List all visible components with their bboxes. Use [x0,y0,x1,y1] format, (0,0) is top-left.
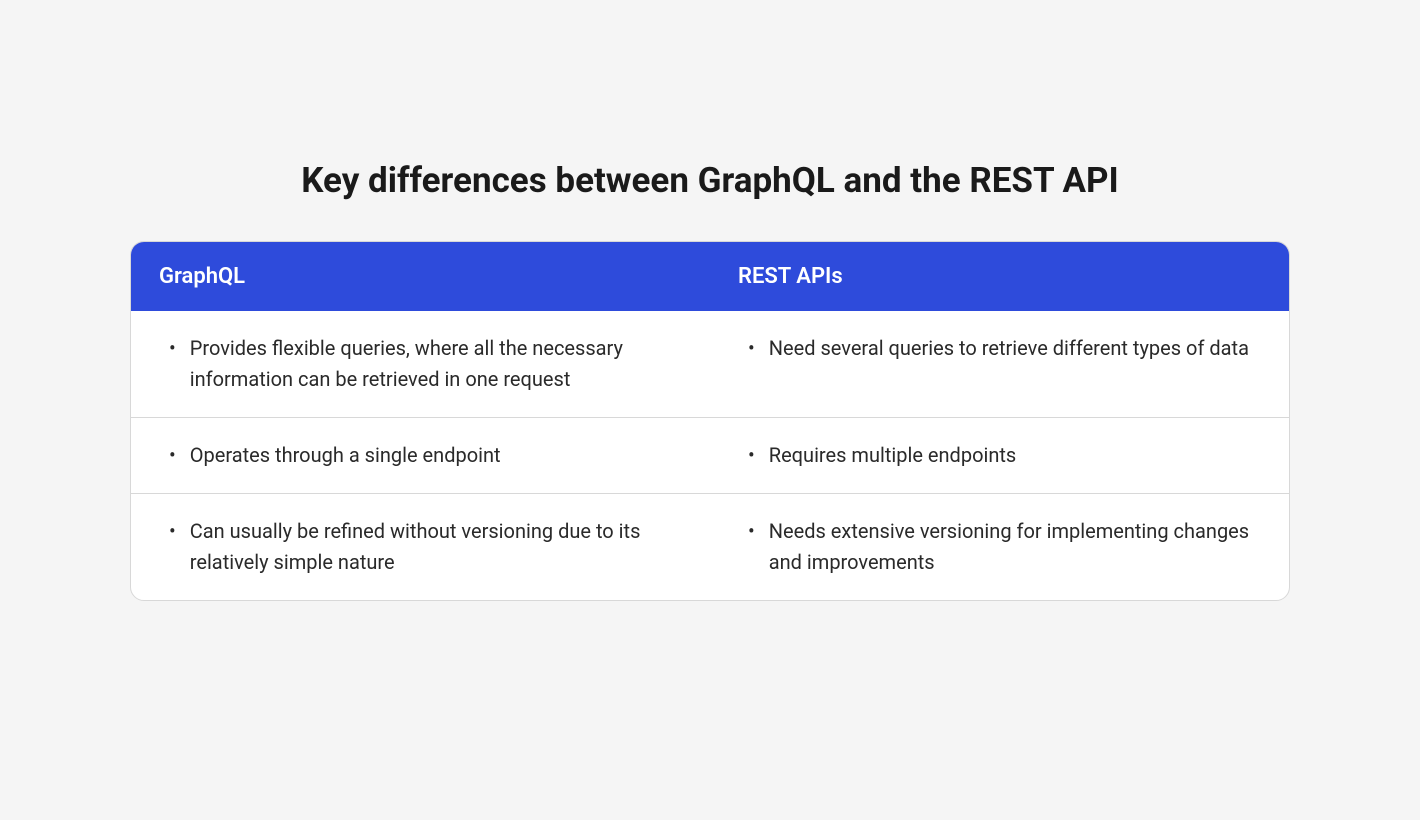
bullet-icon: • [748,516,755,547]
body-cell-right: • Needs extensive versioning for impleme… [710,494,1289,600]
list-item: • Operates through a single endpoint [159,440,682,471]
body-cell-right: • Need several queries to retrieve diffe… [710,311,1289,417]
header-cell-graphql: GraphQL [131,242,710,311]
table-row: • Provides flexible queries, where all t… [131,311,1289,417]
body-cell-left: • Operates through a single endpoint [131,418,710,493]
bullet-text: Requires multiple endpoints [769,440,1261,471]
header-cell-rest: REST APIs [710,242,1289,311]
list-item: • Need several queries to retrieve diffe… [738,333,1261,364]
table-body: • Provides flexible queries, where all t… [131,311,1289,600]
body-cell-left: • Provides flexible queries, where all t… [131,311,710,417]
bullet-text: Operates through a single endpoint [190,440,682,471]
bullet-icon: • [169,516,176,547]
bullet-text: Can usually be refined without versionin… [190,516,682,578]
bullet-icon: • [169,333,176,364]
bullet-icon: • [169,440,176,471]
bullet-text: Need several queries to retrieve differe… [769,333,1261,364]
bullet-text: Needs extensive versioning for implement… [769,516,1261,578]
body-cell-right: • Requires multiple endpoints [710,418,1289,493]
bullet-icon: • [748,440,755,471]
table-header-row: GraphQL REST APIs [131,242,1289,311]
table-row: • Operates through a single endpoint • R… [131,417,1289,493]
list-item: • Can usually be refined without version… [159,516,682,578]
bullet-text: Provides flexible queries, where all the… [190,333,682,395]
list-item: • Requires multiple endpoints [738,440,1261,471]
body-cell-left: • Can usually be refined without version… [131,494,710,600]
table-row: • Can usually be refined without version… [131,493,1289,600]
list-item: • Needs extensive versioning for impleme… [738,516,1261,578]
page-title: Key differences between GraphQL and the … [301,160,1119,201]
comparison-table: GraphQL REST APIs • Provides flexible qu… [130,241,1290,601]
bullet-icon: • [748,333,755,364]
list-item: • Provides flexible queries, where all t… [159,333,682,395]
